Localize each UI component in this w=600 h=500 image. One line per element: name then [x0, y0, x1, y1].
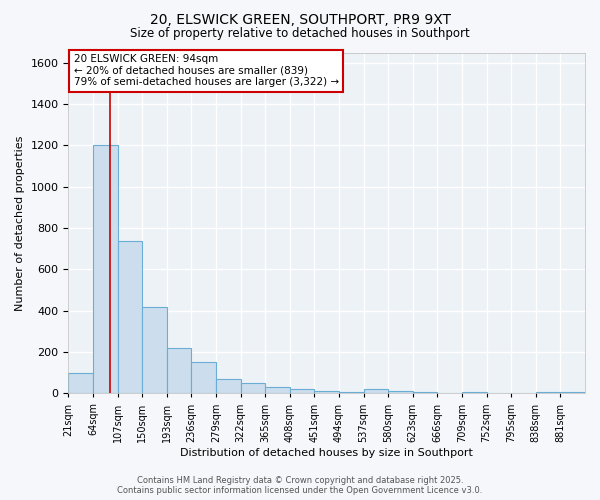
Bar	[536, 392, 560, 394]
Bar	[68, 373, 93, 394]
Bar	[413, 392, 437, 394]
Text: 20, ELSWICK GREEN, SOUTHPORT, PR9 9XT: 20, ELSWICK GREEN, SOUTHPORT, PR9 9XT	[149, 12, 451, 26]
Bar	[142, 306, 167, 394]
Text: Size of property relative to detached houses in Southport: Size of property relative to detached ho…	[130, 28, 470, 40]
Bar	[241, 383, 265, 394]
Text: 20 ELSWICK GREEN: 94sqm
← 20% of detached houses are smaller (839)
79% of semi-d: 20 ELSWICK GREEN: 94sqm ← 20% of detache…	[74, 54, 338, 88]
Bar	[462, 392, 487, 394]
Bar	[388, 392, 413, 394]
Bar	[191, 362, 216, 394]
Bar	[118, 240, 142, 394]
Bar	[314, 392, 339, 394]
Bar	[265, 387, 290, 394]
Bar	[290, 390, 314, 394]
Bar	[93, 146, 118, 394]
X-axis label: Distribution of detached houses by size in Southport: Distribution of detached houses by size …	[180, 448, 473, 458]
Y-axis label: Number of detached properties: Number of detached properties	[15, 136, 25, 310]
Bar	[167, 348, 191, 394]
Text: Contains HM Land Registry data © Crown copyright and database right 2025.
Contai: Contains HM Land Registry data © Crown c…	[118, 476, 482, 495]
Bar	[216, 379, 241, 394]
Bar	[339, 392, 364, 394]
Bar	[364, 390, 388, 394]
Bar	[560, 392, 585, 394]
